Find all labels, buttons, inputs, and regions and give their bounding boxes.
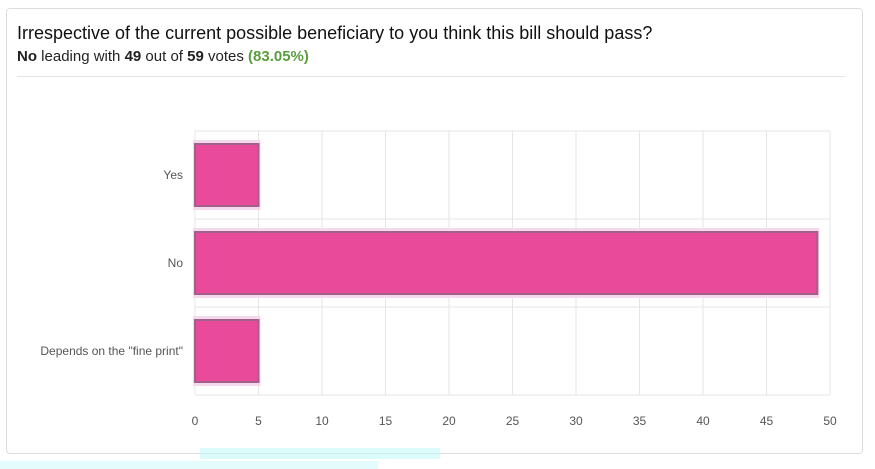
chart-labels: 0 5 10 15 20 25 30 35 40 45 50 Yes No Depends on the … (40, 168, 837, 428)
leading-with-text: leading with (41, 48, 121, 65)
x-tick-label: 45 (760, 414, 774, 428)
x-tick-label: 25 (506, 414, 520, 428)
category-label: Depends on the "fine print" (40, 344, 183, 358)
x-tick-label: 50 (823, 414, 837, 428)
x-tick-label: 10 (315, 414, 329, 428)
bar (194, 319, 260, 383)
leading-option: No (17, 48, 37, 65)
leader-percent: (83.05%) (248, 48, 309, 65)
bar (194, 231, 819, 295)
category-label: Yes (163, 168, 183, 182)
summary-divider (17, 76, 845, 77)
x-tick-label: 30 (569, 414, 583, 428)
artifact-band (0, 461, 378, 469)
x-tick-label: 40 (696, 414, 710, 428)
poll-question: Irrespective of the current possible ben… (17, 23, 653, 43)
artifact-band (200, 448, 440, 459)
x-tick-label: 5 (255, 414, 262, 428)
x-tick-label: 20 (442, 414, 456, 428)
chart-bars (193, 140, 820, 386)
x-tick-label: 35 (633, 414, 647, 428)
category-label: No (168, 256, 184, 270)
poll-summary: No leading with 49 out of 59 votes (83.0… (17, 48, 309, 65)
total-votes: 59 (187, 48, 204, 65)
votes-word: votes (207, 48, 244, 65)
x-tick-label: 0 (192, 414, 199, 428)
leader-votes: 49 (124, 48, 142, 65)
x-tick-label: 15 (379, 414, 393, 428)
bar (194, 143, 260, 207)
out-of-text: out of (145, 48, 183, 65)
